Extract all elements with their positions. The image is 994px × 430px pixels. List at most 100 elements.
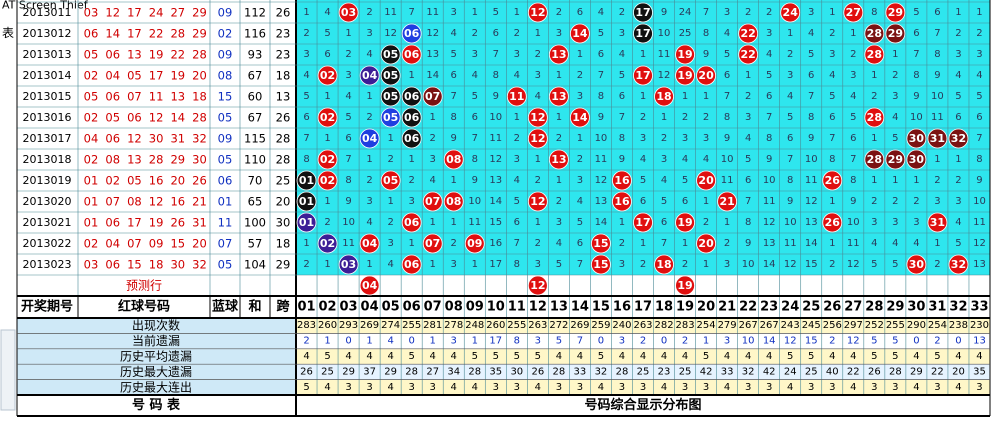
- blue-number: 09: [218, 132, 233, 146]
- red-number: 06: [105, 216, 120, 230]
- header-number: 28: [865, 300, 883, 315]
- miss-count: 3: [892, 91, 898, 102]
- ball: [548, 86, 569, 107]
- miss-count: 1: [577, 133, 583, 144]
- stat-value: 23: [658, 366, 671, 377]
- header-span: 跨: [276, 300, 290, 315]
- miss-count: 13: [805, 217, 818, 228]
- ball-number: 20: [698, 174, 714, 187]
- miss-count: 3: [829, 49, 835, 60]
- ball-number: 28: [867, 27, 882, 40]
- miss-count: 2: [619, 7, 625, 18]
- ball: [401, 128, 422, 149]
- miss-count: 7: [934, 28, 940, 39]
- miss-count: 1: [934, 154, 940, 165]
- stat-value: 4: [766, 351, 772, 362]
- ball-number: 30: [909, 258, 925, 271]
- stat-value: 29: [342, 366, 355, 377]
- ball-number: 20: [698, 69, 714, 82]
- miss-count: 4: [892, 112, 898, 123]
- stat-value: 15: [805, 336, 818, 347]
- ball: [338, 254, 359, 275]
- miss-count: 1: [472, 7, 478, 18]
- stat-label: 历史平均遗漏: [120, 350, 192, 364]
- red-number: 30: [149, 132, 164, 146]
- stat-value: 4: [913, 382, 919, 393]
- ball: [464, 233, 485, 254]
- blue-number: 05: [218, 111, 233, 125]
- red-number: 05: [84, 48, 99, 62]
- miss-count: 2: [640, 259, 646, 270]
- sum: 57: [248, 237, 263, 251]
- miss-count: 3: [408, 196, 414, 207]
- miss-count: 7: [745, 196, 751, 207]
- stat-value: 22: [931, 366, 944, 377]
- ball-number: 17: [635, 216, 650, 229]
- ball: [527, 128, 548, 149]
- miss-count: 8: [472, 154, 478, 165]
- stat-value: 4: [850, 382, 856, 393]
- miss-count: 2: [556, 196, 562, 207]
- ball: [570, 107, 590, 128]
- miss-count: 4: [640, 154, 646, 165]
- miss-count: 9: [808, 133, 814, 144]
- red-number: 19: [170, 69, 185, 83]
- red-number: 31: [192, 216, 207, 230]
- header-number: 03: [340, 300, 358, 315]
- ball: [885, 23, 906, 44]
- stat-value: 35: [973, 366, 986, 377]
- stat-row-bg: [296, 364, 990, 380]
- ball-number: 01: [299, 216, 314, 229]
- miss-count: 4: [514, 70, 520, 81]
- miss-count: 4: [871, 238, 877, 249]
- red-number: 02: [105, 174, 120, 188]
- miss-count: 8: [514, 259, 520, 270]
- miss-count: 7: [850, 154, 856, 165]
- miss-count: 3: [303, 49, 309, 60]
- header-number: 31: [928, 300, 946, 315]
- ball: [401, 86, 422, 107]
- ball: [864, 149, 885, 170]
- miss-count: 1: [892, 175, 898, 186]
- stat-value: 3: [451, 336, 457, 347]
- stat-value: 263: [633, 320, 652, 331]
- miss-count: 7: [598, 70, 604, 81]
- miss-count: 2: [682, 112, 688, 123]
- red-number: 13: [127, 48, 142, 62]
- ball-number: 05: [383, 174, 398, 187]
- red-number: 05: [84, 90, 99, 104]
- stat-value: 282: [654, 320, 673, 331]
- miss-count: 2: [934, 175, 940, 186]
- ball-number: 05: [383, 90, 398, 103]
- miss-count: 2: [408, 175, 414, 186]
- miss-count: 6: [745, 175, 751, 186]
- miss-count: 9: [345, 196, 351, 207]
- stat-value: 22: [847, 366, 860, 377]
- stat-value: 3: [892, 382, 898, 393]
- red-number: 04: [105, 69, 120, 83]
- stat-value: 4: [535, 382, 541, 393]
- miss-count: 9: [451, 133, 457, 144]
- miss-count: 9: [787, 196, 793, 207]
- miss-count: 24: [679, 7, 692, 18]
- stat-value: 4: [976, 351, 982, 362]
- span: 20: [276, 195, 291, 209]
- miss-count: 5: [303, 91, 309, 102]
- miss-count: 6: [808, 70, 814, 81]
- stat-value: 290: [907, 320, 926, 331]
- stat-value: 255: [886, 320, 905, 331]
- stat-value: 4: [661, 382, 667, 393]
- ball: [633, 23, 653, 44]
- stat-value: 2: [829, 336, 835, 347]
- period: 2013020: [23, 195, 72, 208]
- header-number: 23: [760, 300, 778, 315]
- miss-count: 4: [661, 175, 667, 186]
- miss-count: 3: [556, 217, 562, 228]
- miss-count: 3: [766, 28, 772, 39]
- miss-count: 1: [366, 259, 372, 270]
- ball: [548, 44, 569, 65]
- miss-count: 2: [955, 175, 961, 186]
- ball: [401, 44, 422, 65]
